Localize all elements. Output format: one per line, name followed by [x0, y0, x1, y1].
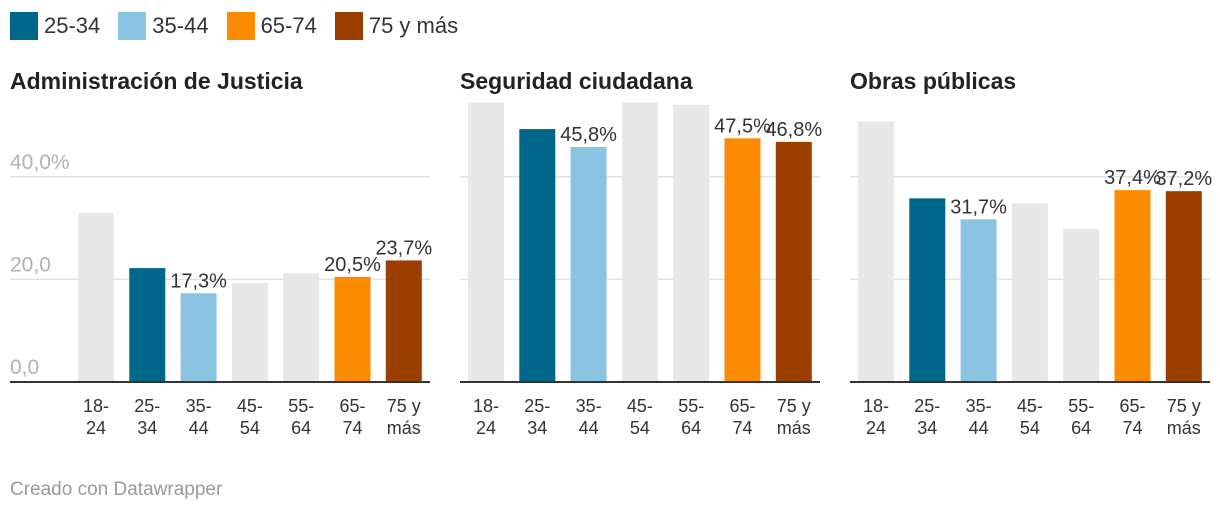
- bar-18-24: [78, 212, 114, 382]
- legend-item-65-74: 65-74: [226, 12, 317, 40]
- legend-swatch: [10, 12, 38, 40]
- legend-swatch: [118, 12, 147, 40]
- legend-label: 65-74: [260, 13, 317, 38]
- bar-55-64: [283, 273, 320, 382]
- bar-65-74: [1114, 190, 1151, 382]
- x-tick-label: 18-24: [863, 396, 889, 438]
- x-tick-label: 75 y más: [1167, 396, 1201, 438]
- legend-swatch: [226, 12, 255, 40]
- value-label: 17,3%: [170, 270, 227, 292]
- x-tick-label: 18-24: [473, 396, 499, 438]
- bar-chart: 0,0 20,0 40,0% 17,3% 20,5%23,7% 18-24 25-34 35-…: [10, 151, 432, 438]
- chart-title: Seguridad ciudadana: [460, 68, 693, 94]
- footer-credit: Creado con Datawrapper: [10, 479, 223, 500]
- chart-title: Administración de Justicia: [10, 68, 303, 94]
- bar-35-44: [960, 219, 997, 382]
- x-tick-label: 55-64: [1068, 396, 1094, 438]
- x-tick-label: 55-64: [288, 396, 314, 438]
- value-label: 37,2%: [1155, 168, 1212, 190]
- bar-chart: 31,7% 37,4%37,2% 18-24 25-34 35-44 45-54 55-64…: [850, 121, 1212, 438]
- x-tick-label: 18-24: [83, 396, 109, 438]
- bar-35-44: [570, 147, 607, 382]
- bar-45-54: [1011, 203, 1048, 382]
- x-tick-label: 25-34: [134, 396, 160, 438]
- x-tick-label: 45-54: [237, 396, 263, 438]
- legend-item-35-44: 35-44: [118, 12, 209, 40]
- legend-label: 25-34: [44, 13, 101, 38]
- value-label: 46,8%: [765, 119, 822, 141]
- y-tick-label: 40,0%: [10, 151, 70, 174]
- bar-65-74: [724, 138, 761, 382]
- bar-75-y-mas: [1165, 191, 1202, 382]
- chart-panel-justicia: Administración de Justicia 0,0 20,0 40,0% 1…: [10, 60, 432, 450]
- bar-35-44: [180, 293, 217, 382]
- bar-45-54: [231, 282, 268, 382]
- chart-panel-seguridad: Seguridad ciudadana 45,8% 47,5% 46,8% 18-24…: [460, 60, 880, 450]
- value-label: 23,7%: [375, 237, 432, 259]
- x-tick-label: 65-74: [729, 396, 755, 438]
- bar-18-24: [468, 102, 504, 382]
- bar-75-y-mas: [385, 260, 422, 382]
- x-tick-label: 45-54: [627, 396, 653, 438]
- bar-55-64: [1063, 228, 1100, 382]
- bar-25-34: [129, 268, 166, 382]
- x-tick-label: 65-74: [339, 396, 365, 438]
- x-tick-label: 75 y más: [777, 396, 811, 438]
- legend-item-75-y-mas: 75 y más: [334, 12, 459, 40]
- value-label: 31,7%: [950, 196, 1007, 218]
- y-tick-label: 20,0: [10, 253, 51, 276]
- x-tick-label: 35-44: [186, 396, 212, 438]
- legend-label: 75 y más: [368, 13, 459, 38]
- x-tick-label: 55-64: [678, 396, 704, 438]
- chart-title: Obras públicas: [850, 68, 1017, 94]
- x-tick-label: 65-74: [1119, 396, 1145, 438]
- x-tick-label: 25-34: [524, 396, 550, 438]
- bar-45-54: [621, 102, 658, 382]
- value-label: 20,5%: [324, 254, 381, 276]
- legend: 25-34 35-44 65-74 75 y más: [10, 12, 458, 40]
- bar-18-24: [858, 121, 894, 382]
- bar-25-34: [519, 129, 556, 382]
- x-tick-label: 75 y más: [387, 396, 421, 438]
- x-tick-label: 25-34: [914, 396, 940, 438]
- chart-panel-obras: Obras públicas 31,7% 37,4% 37,2% 18-24 25-34…: [850, 60, 1220, 450]
- bar-55-64: [673, 104, 710, 383]
- x-tick-label: 45-54: [1017, 396, 1043, 438]
- bar-chart: 45,8% 47,5%46,8% 18-24 25-34 35-44 45-54 55-64…: [460, 102, 822, 438]
- bar-25-34: [909, 198, 946, 382]
- legend-item-25-34: 25-34: [10, 12, 100, 40]
- x-tick-label: 35-44: [576, 396, 602, 438]
- x-tick-label: 35-44: [966, 396, 992, 438]
- y-tick-label: 0,0: [10, 356, 39, 379]
- value-label: 37,4%: [1104, 167, 1161, 189]
- bar-65-74: [334, 276, 371, 382]
- bar-75-y-mas: [775, 141, 812, 382]
- value-label: 45,8%: [560, 124, 617, 146]
- value-label: 47,5%: [714, 115, 771, 137]
- legend-label: 35-44: [152, 13, 209, 38]
- legend-swatch: [334, 12, 363, 40]
